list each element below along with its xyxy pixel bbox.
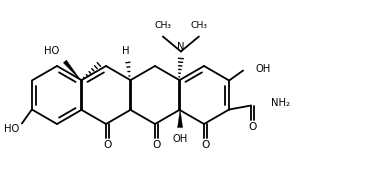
Text: O: O [103,140,112,150]
Text: HO: HO [44,46,59,55]
Text: CH₃: CH₃ [154,22,171,31]
Text: OH: OH [172,135,188,145]
Text: NH₂: NH₂ [271,98,290,108]
Text: CH₃: CH₃ [190,22,208,31]
Text: HO: HO [4,124,19,135]
Text: O: O [152,140,161,150]
Text: O: O [201,140,210,150]
Polygon shape [63,60,81,80]
Polygon shape [178,109,183,127]
Text: O: O [248,122,257,132]
Text: H: H [122,46,130,56]
Text: OH: OH [255,64,270,74]
Text: N: N [177,41,185,51]
